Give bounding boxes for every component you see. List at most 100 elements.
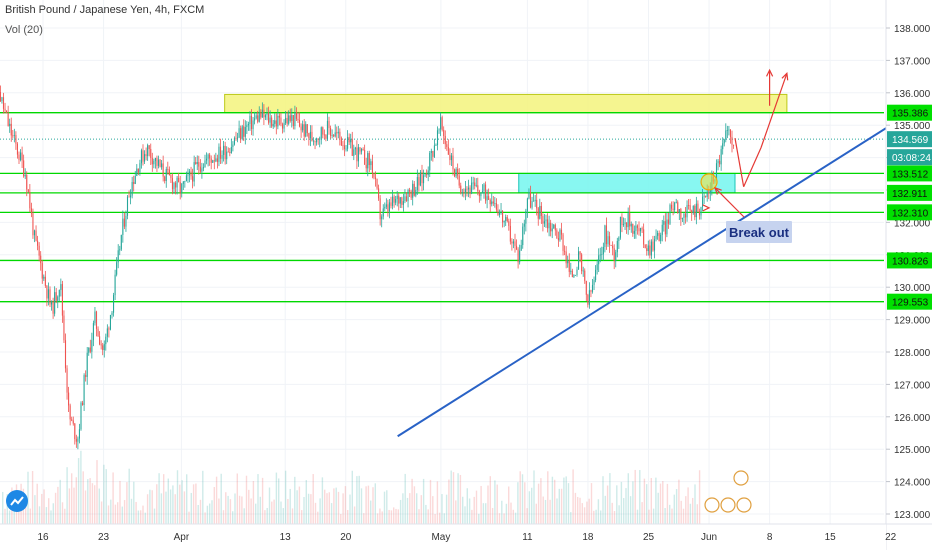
volume-bar — [441, 494, 443, 524]
candle — [384, 206, 386, 209]
volume-bar — [613, 511, 616, 524]
level-price-tag: 135.386 — [892, 109, 929, 120]
candle — [610, 245, 612, 246]
candle — [726, 130, 728, 131]
level-price-tag: 133.512 — [892, 169, 929, 180]
candle — [720, 149, 722, 165]
candle — [71, 419, 73, 421]
candle — [509, 225, 511, 242]
candle — [671, 204, 673, 209]
volume-bar — [533, 470, 535, 524]
volume-bar — [480, 485, 482, 524]
volume-bar — [567, 483, 570, 524]
candle — [274, 120, 276, 124]
candle — [233, 138, 235, 145]
last-price-tag-bg — [887, 131, 932, 148]
candle — [502, 210, 504, 223]
candle — [230, 146, 232, 153]
candle — [520, 245, 522, 251]
candle — [66, 368, 68, 393]
volume-bar — [307, 493, 310, 524]
candle — [478, 191, 480, 197]
candle — [311, 131, 313, 142]
candle — [337, 131, 339, 134]
candle — [95, 311, 98, 329]
volume-bar — [462, 496, 464, 524]
candle — [47, 289, 49, 299]
candle — [410, 191, 412, 198]
candle — [715, 163, 718, 180]
candle — [653, 239, 656, 251]
volume-bar — [353, 506, 356, 524]
candle — [116, 262, 118, 275]
volume-bar — [448, 479, 450, 524]
candle — [512, 241, 514, 244]
volume-bar — [123, 500, 126, 524]
candle — [440, 117, 442, 130]
candle — [12, 135, 14, 137]
candle — [615, 252, 617, 262]
volume-bar — [579, 497, 581, 524]
volume-bar — [432, 496, 434, 524]
candle — [371, 161, 373, 174]
candle — [41, 263, 43, 279]
candle — [72, 420, 74, 424]
candle — [178, 177, 180, 183]
candle — [326, 120, 328, 139]
volume-bar — [420, 495, 422, 524]
candle — [719, 160, 721, 165]
candle — [508, 221, 510, 226]
volume-bar — [220, 473, 222, 524]
volume-bar — [680, 500, 682, 524]
volume-bar — [107, 505, 110, 524]
candle — [557, 238, 559, 241]
candle — [438, 129, 440, 131]
volume-bar — [236, 473, 238, 524]
volume-bar — [229, 499, 232, 524]
volume-bar — [678, 479, 680, 524]
candle — [436, 130, 439, 146]
candle — [571, 270, 573, 278]
candle — [415, 189, 417, 196]
volume-bar — [675, 489, 678, 524]
candle — [432, 150, 434, 157]
volume-bar — [176, 470, 179, 524]
volume-bar — [328, 492, 330, 524]
volume-bar — [662, 481, 664, 524]
candle — [582, 270, 584, 272]
volume-bar — [151, 490, 153, 524]
volume-bar — [117, 502, 119, 524]
volume-bar — [13, 501, 15, 524]
candle — [237, 137, 239, 139]
candle — [379, 198, 381, 220]
volume-bar — [485, 503, 487, 524]
volume-bar — [593, 510, 595, 524]
volume-bar — [275, 472, 278, 524]
tradingview-logo-icon[interactable] — [6, 490, 28, 512]
price-axis-label: 124.000 — [894, 478, 931, 489]
level-price-tag-bg — [887, 252, 932, 269]
volume-bar — [694, 484, 696, 524]
volume-bar — [577, 496, 579, 524]
candle — [681, 218, 683, 220]
candle — [405, 196, 408, 202]
volume-bar — [186, 474, 188, 524]
projection-arrow-2-head — [781, 72, 789, 81]
volume-bar — [61, 502, 64, 524]
volume-bar — [390, 510, 393, 524]
volume-bar — [243, 508, 245, 524]
time-axis-label: 11 — [522, 532, 533, 543]
candle — [534, 199, 536, 201]
candle — [709, 189, 711, 194]
candle — [694, 205, 696, 218]
candle — [334, 132, 336, 137]
candle — [100, 344, 102, 346]
candle — [247, 123, 249, 126]
volume-bar — [206, 505, 209, 524]
volume-bar — [439, 512, 441, 524]
candle — [677, 202, 679, 213]
candle — [697, 203, 699, 212]
candle — [481, 191, 483, 193]
